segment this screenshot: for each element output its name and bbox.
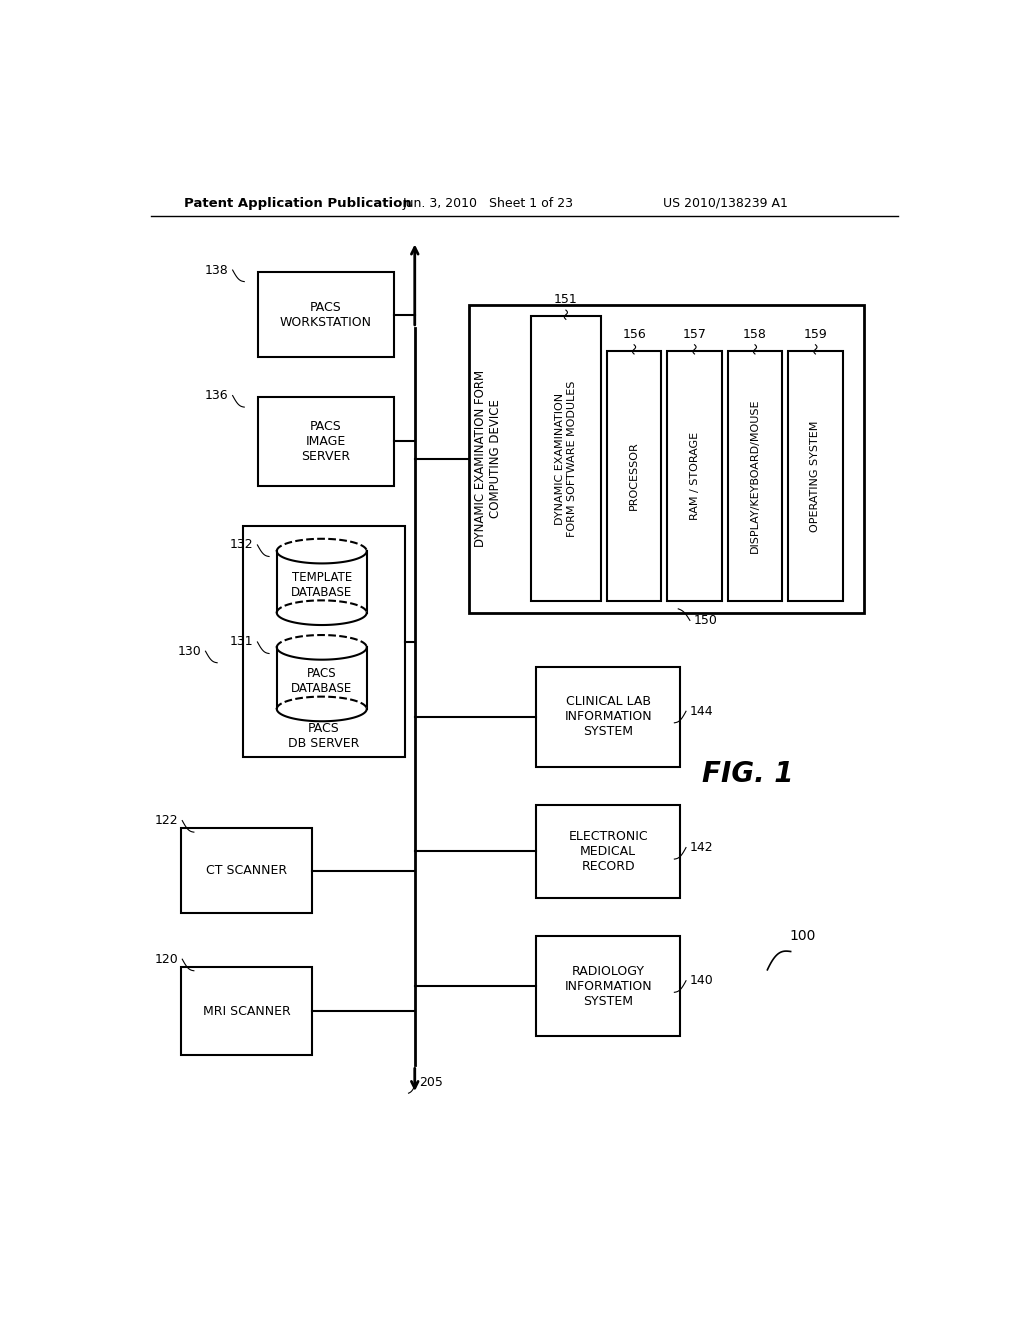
Text: 158: 158 — [743, 327, 767, 341]
Text: FIG. 1: FIG. 1 — [702, 760, 794, 788]
Bar — [276, 552, 367, 612]
Text: 131: 131 — [230, 635, 254, 648]
Text: Patent Application Publication: Patent Application Publication — [183, 197, 412, 210]
Text: TEMPLATE
DATABASE: TEMPLATE DATABASE — [291, 572, 352, 599]
Bar — [469, 305, 864, 612]
Polygon shape — [276, 697, 367, 721]
Text: RAM / STORAGE: RAM / STORAGE — [689, 432, 699, 520]
Bar — [243, 527, 406, 758]
Text: PACS
WORKSTATION: PACS WORKSTATION — [280, 301, 372, 329]
Text: 144: 144 — [690, 705, 714, 718]
Text: 205: 205 — [419, 1076, 442, 1089]
Text: PACS
DB SERVER: PACS DB SERVER — [289, 722, 359, 750]
Bar — [258, 272, 394, 358]
Text: 100: 100 — [790, 929, 815, 942]
Text: PACS
IMAGE
SERVER: PACS IMAGE SERVER — [301, 420, 350, 463]
Text: CT SCANNER: CT SCANNER — [206, 865, 287, 878]
Text: CLINICAL LAB
INFORMATION
SYSTEM: CLINICAL LAB INFORMATION SYSTEM — [564, 696, 652, 738]
Bar — [180, 829, 312, 913]
Text: DISPLAY/KEYBOARD/MOUSE: DISPLAY/KEYBOARD/MOUSE — [750, 399, 760, 553]
Text: 136: 136 — [205, 389, 228, 403]
Text: DYNAMIC EXAMINATION
FORM SOFTWARE MODULES: DYNAMIC EXAMINATION FORM SOFTWARE MODULE… — [555, 380, 577, 537]
Polygon shape — [276, 601, 367, 624]
Bar — [607, 351, 662, 601]
Text: US 2010/138239 A1: US 2010/138239 A1 — [663, 197, 787, 210]
Text: ELECTRONIC
MEDICAL
RECORD: ELECTRONIC MEDICAL RECORD — [568, 830, 648, 873]
Bar — [537, 667, 680, 767]
Text: 122: 122 — [155, 814, 178, 828]
Text: PACS
DATABASE: PACS DATABASE — [291, 667, 352, 696]
Text: Jun. 3, 2010   Sheet 1 of 23: Jun. 3, 2010 Sheet 1 of 23 — [403, 197, 574, 210]
Bar — [276, 647, 367, 709]
Bar — [788, 351, 843, 601]
Text: 151: 151 — [554, 293, 578, 306]
Text: 150: 150 — [693, 614, 718, 627]
Text: 159: 159 — [804, 327, 827, 341]
Text: 132: 132 — [230, 539, 254, 552]
Bar — [668, 351, 722, 601]
Bar — [180, 966, 312, 1056]
Text: 120: 120 — [155, 953, 178, 966]
Bar — [537, 805, 680, 898]
Text: 138: 138 — [205, 264, 228, 277]
Text: RADIOLOGY
INFORMATION
SYSTEM: RADIOLOGY INFORMATION SYSTEM — [564, 965, 652, 1007]
Bar — [728, 351, 782, 601]
Bar — [537, 936, 680, 1036]
Text: 156: 156 — [623, 327, 646, 341]
Text: MRI SCANNER: MRI SCANNER — [203, 1005, 291, 1018]
Text: 142: 142 — [690, 841, 714, 854]
Text: 140: 140 — [690, 974, 714, 987]
Bar — [258, 397, 394, 486]
Text: OPERATING SYSTEM: OPERATING SYSTEM — [810, 420, 820, 532]
Text: 130: 130 — [178, 644, 202, 657]
Text: PROCESSOR: PROCESSOR — [629, 442, 639, 511]
Bar — [531, 317, 601, 601]
Text: DYNAMIC EXAMINATION FORM
COMPUTING DEVICE: DYNAMIC EXAMINATION FORM COMPUTING DEVIC… — [474, 370, 503, 548]
Text: 157: 157 — [683, 327, 707, 341]
